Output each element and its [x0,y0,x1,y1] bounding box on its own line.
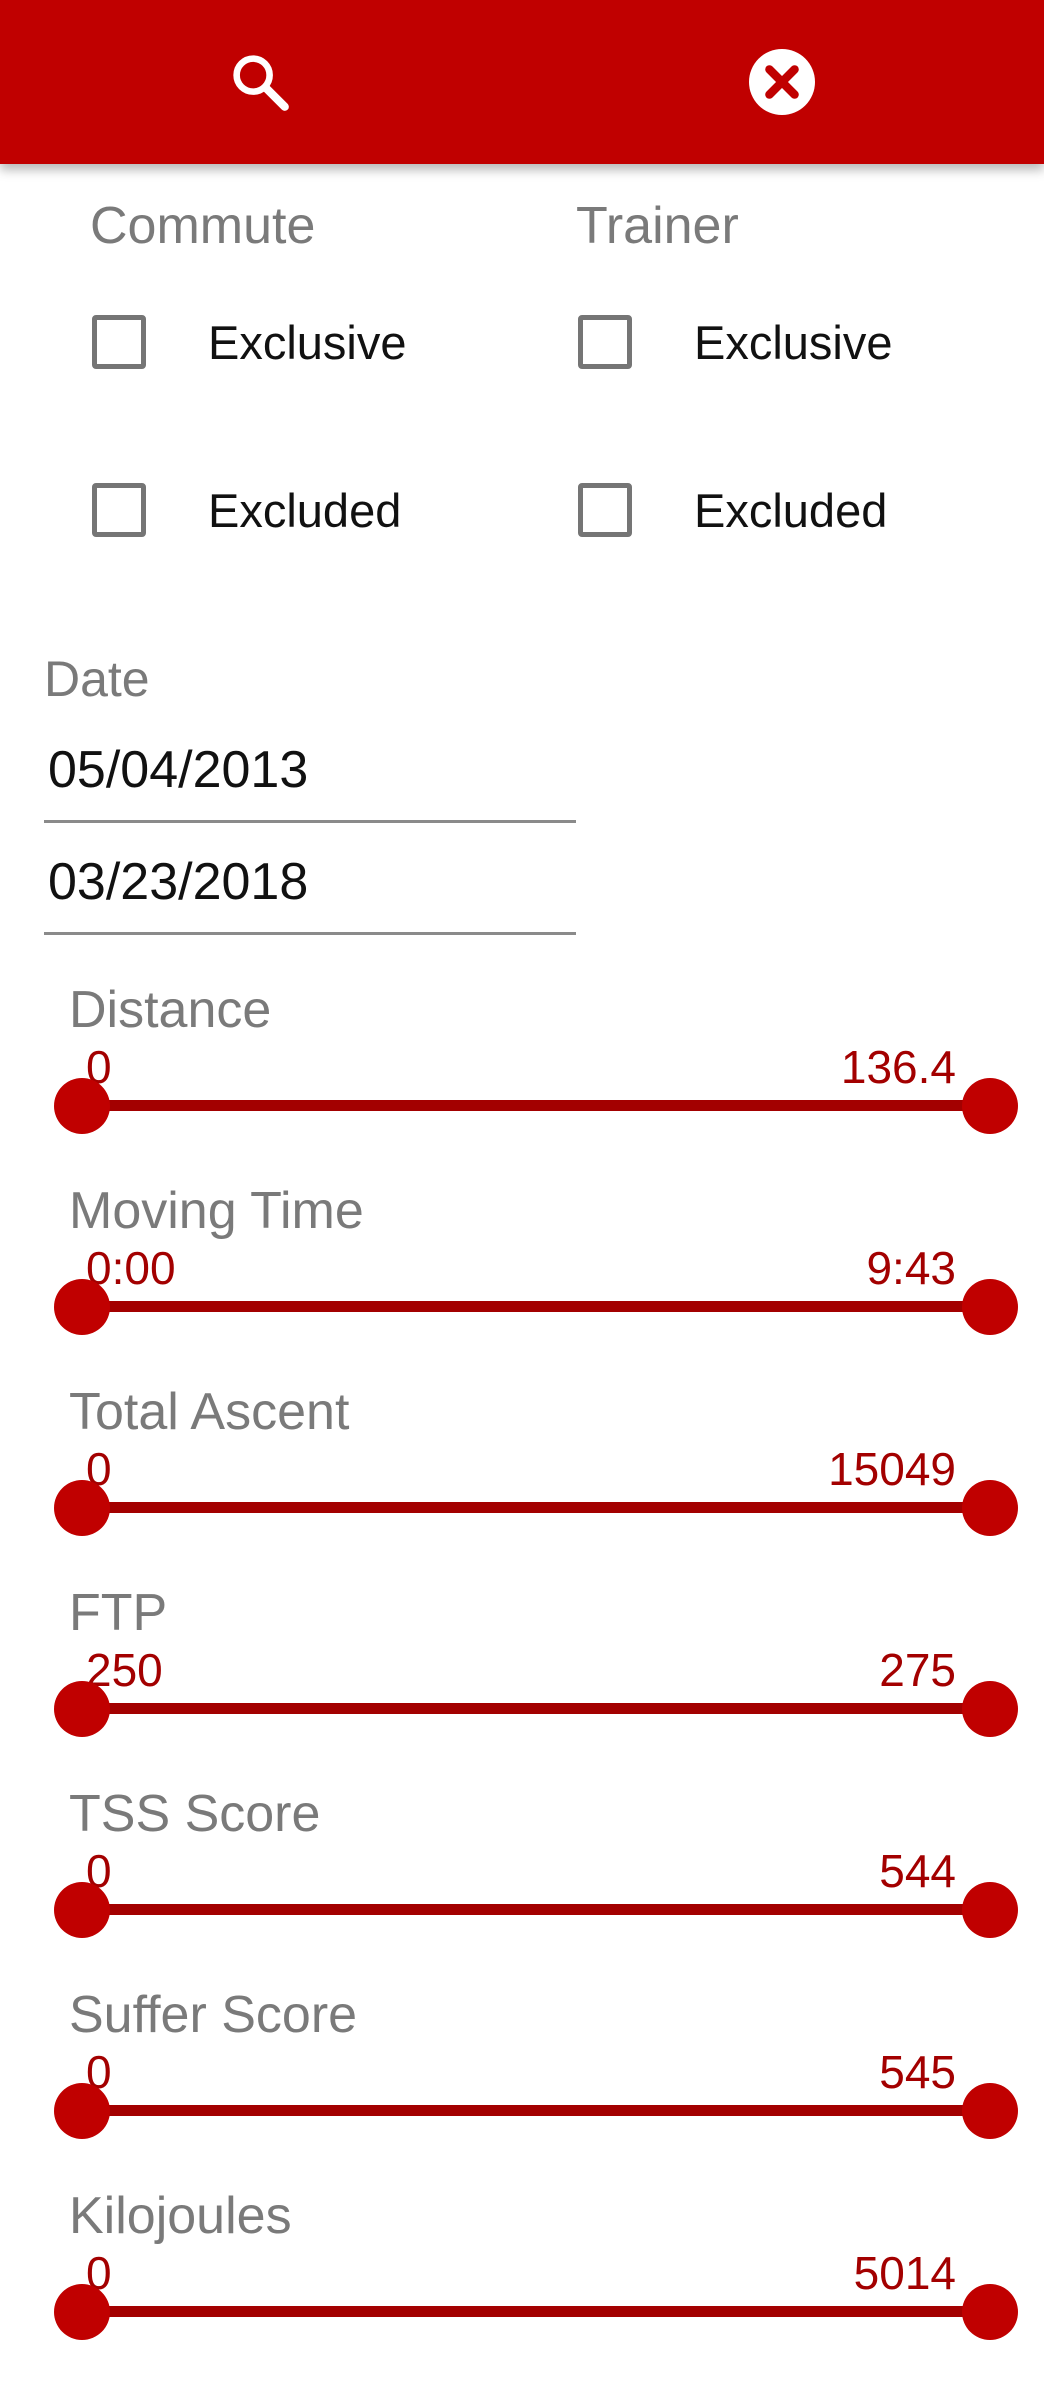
slider-track[interactable] [82,1301,990,1312]
end-date-field[interactable] [44,832,580,935]
slider-max-value: 544 [879,1845,956,1897]
slider-track[interactable] [82,1502,990,1513]
slider-label: Kilojoules [69,2187,292,2245]
slider-max-value: 545 [879,2046,956,2098]
search-button[interactable] [200,22,320,142]
slider-label: FTP [69,1584,168,1642]
slider-label: Suffer Score [69,1986,358,2044]
moving-time-slider: Moving Time 0:00 9:43 [0,1181,1044,1381]
slider-max-value: 275 [879,1644,956,1696]
slider-track[interactable] [82,2105,990,2116]
total-ascent-slider: Total Ascent 0 15049 [0,1382,1044,1582]
slider-track[interactable] [82,1904,990,1915]
slider-min-thumb[interactable] [54,2083,110,2139]
trainer-excluded-label: Excluded [694,483,888,537]
close-button[interactable] [722,22,842,142]
slider-max-value: 136.4 [840,1041,956,1093]
slider-max-value: 5014 [853,2247,956,2299]
slider-min-thumb[interactable] [54,2284,110,2340]
trainer-exclusive-label: Exclusive [694,315,893,369]
slider-label: Distance [69,981,272,1039]
slider-min-thumb[interactable] [54,1078,110,1134]
slider-track[interactable] [82,2306,990,2317]
slider-max-value: 9:43 [866,1242,956,1294]
suffer-score-slider: Suffer Score 0 545 [0,1985,1044,2185]
trainer-title: Trainer [576,197,739,255]
slider-min-thumb[interactable] [54,1681,110,1737]
start-date-field[interactable] [44,720,580,823]
trainer-excluded-option[interactable]: Excluded [578,470,887,550]
slider-min-thumb[interactable] [54,1882,110,1938]
end-date-input[interactable] [44,832,580,932]
commute-excluded-option[interactable]: Excluded [92,470,401,550]
slider-max-value: 15049 [828,1443,956,1495]
commute-title: Commute [90,197,316,255]
slider-track[interactable] [82,1703,990,1714]
kilojoules-slider: Kilojoules 0 5014 [0,2186,1044,2386]
slider-min-thumb[interactable] [54,1279,110,1335]
commute-excluded-checkbox[interactable] [92,483,146,537]
slider-track[interactable] [82,1100,990,1111]
start-date-input[interactable] [44,720,580,820]
close-circle-icon [749,49,815,115]
slider-max-thumb[interactable] [962,1480,1018,1536]
slider-max-thumb[interactable] [962,1279,1018,1335]
commute-exclusive-label: Exclusive [208,315,407,369]
trainer-exclusive-checkbox[interactable] [578,315,632,369]
slider-label: Moving Time [69,1182,364,1240]
ftp-slider: FTP 250 275 [0,1583,1044,1783]
tss-score-slider: TSS Score 0 544 [0,1784,1044,1984]
commute-exclusive-option[interactable]: Exclusive [92,302,407,382]
search-icon [233,55,289,111]
slider-max-thumb[interactable] [962,2083,1018,2139]
commute-excluded-label: Excluded [208,483,402,537]
slider-label: Total Ascent [69,1383,350,1441]
slider-max-thumb[interactable] [962,1078,1018,1134]
date-title: Date [44,651,150,707]
slider-min-thumb[interactable] [54,1480,110,1536]
top-toolbar [0,0,1044,164]
slider-max-thumb[interactable] [962,1681,1018,1737]
slider-label: TSS Score [69,1785,321,1843]
trainer-exclusive-option[interactable]: Exclusive [578,302,893,382]
slider-max-thumb[interactable] [962,2284,1018,2340]
trainer-excluded-checkbox[interactable] [578,483,632,537]
slider-max-thumb[interactable] [962,1882,1018,1938]
commute-exclusive-checkbox[interactable] [92,315,146,369]
slider-min-value: 0:00 [86,1242,176,1294]
distance-slider: Distance 0 136.4 [0,980,1044,1180]
